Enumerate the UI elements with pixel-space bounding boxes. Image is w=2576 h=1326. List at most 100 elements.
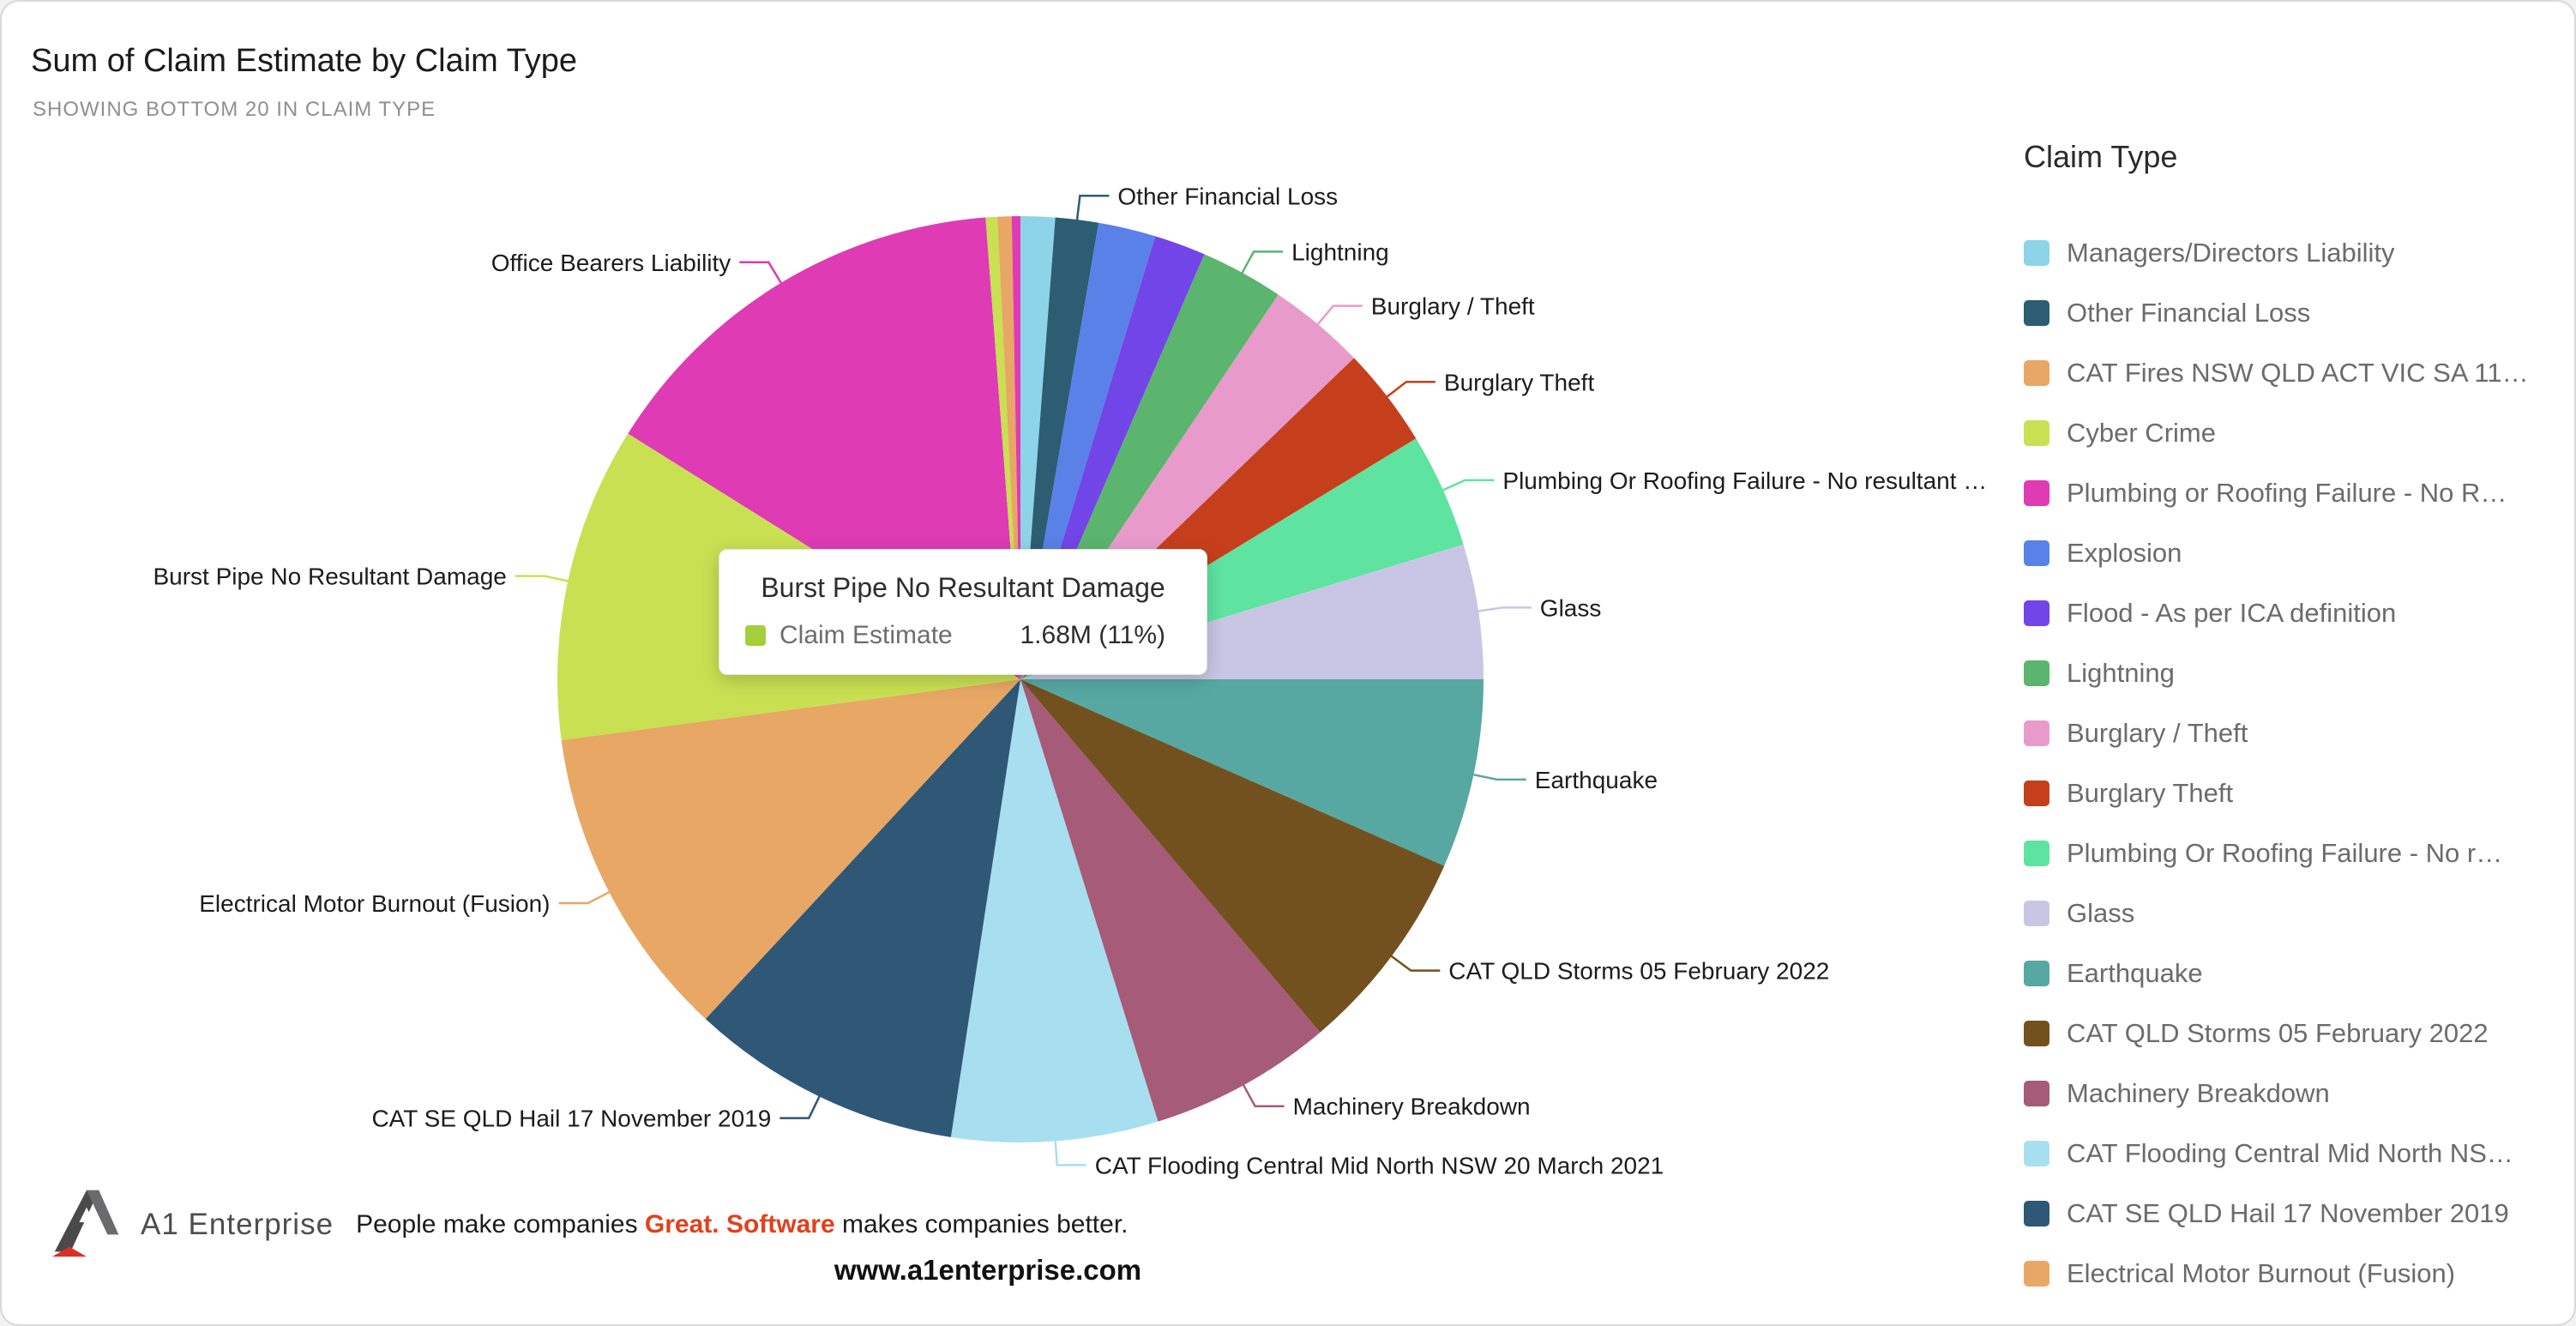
legend-label: Lightning xyxy=(2067,658,2175,688)
legend-item-0[interactable]: Managers/Directors Liability xyxy=(2024,223,2555,283)
legend-item-8[interactable]: Burglary / Theft xyxy=(2024,703,2555,763)
slice-callout-label: CAT QLD Storms 05 February 2022 xyxy=(1448,958,1829,985)
legend-swatch xyxy=(2024,660,2049,686)
tooltip-value: 1.68M (11%) xyxy=(1020,621,1165,649)
slice-callout-line xyxy=(1315,304,1363,327)
chart-title: Sum of Claim Estimate by Claim Type xyxy=(31,43,578,79)
legend-swatch xyxy=(2024,841,2049,866)
legend-label: Plumbing Or Roofing Failure - No r… xyxy=(2067,838,2503,868)
legend-label: Flood - As per ICA definition xyxy=(2067,598,2397,628)
slice-callout-line xyxy=(1472,773,1526,781)
legend-swatch xyxy=(2024,901,2049,926)
slice-callout-label: Lightning xyxy=(1291,238,1389,265)
legend-label: Explosion xyxy=(2067,538,2182,568)
legend: Claim Type Managers/Directors Liability O… xyxy=(2024,139,2555,1304)
legend-item-17[interactable]: Electrical Motor Burnout (Fusion) xyxy=(2024,1244,2555,1304)
legend-item-5[interactable]: Explosion xyxy=(2024,523,2555,583)
slice-callout-label: Burglary / Theft xyxy=(1371,293,1535,320)
legend-item-4[interactable]: Plumbing or Roofing Failure - No R… xyxy=(2024,463,2555,523)
tooltip-series-swatch xyxy=(745,625,766,646)
tooltip: Burst Pipe No Resultant Damage Claim Est… xyxy=(719,549,1207,675)
slice-callout-label: Office Bearers Liability xyxy=(491,250,731,276)
pie-slice-12[interactable] xyxy=(950,679,1159,1143)
slice-callout-line xyxy=(1476,606,1532,613)
legend-swatch xyxy=(2024,540,2049,566)
slice-callout-label: Plumbing Or Roofing Failure - No resulta… xyxy=(1502,467,1987,494)
legend-label: CAT QLD Storms 05 February 2022 xyxy=(2067,1018,2489,1048)
slice-callout-line xyxy=(1075,195,1110,222)
pie-slice-11[interactable] xyxy=(1020,679,1321,1122)
legend-label: Managers/Directors Liability xyxy=(2067,238,2395,268)
slice-callout-line xyxy=(1054,1139,1086,1166)
legend-item-12[interactable]: Earthquake xyxy=(2024,943,2555,1004)
legend-swatch xyxy=(2024,1021,2049,1046)
slice-callout-label: CAT SE QLD Hail 17 November 2019 xyxy=(371,1106,771,1132)
legend-label: CAT Flooding Central Mid North NS… xyxy=(2067,1138,2513,1168)
legend-swatch xyxy=(2024,480,2049,506)
slice-callout-line xyxy=(1389,954,1441,972)
slice-callout-label: Burglary Theft xyxy=(1444,369,1595,395)
legend-swatch xyxy=(2024,1201,2049,1227)
legend-swatch xyxy=(2024,961,2049,986)
slice-callout-line xyxy=(739,261,783,286)
legend-swatch xyxy=(2024,781,2049,806)
slice-callout-line xyxy=(515,575,570,583)
legend-label: Earthquake xyxy=(2067,958,2203,988)
legend-list: Managers/Directors Liability Other Financ… xyxy=(2024,223,2555,1304)
pie-slice-10[interactable] xyxy=(1020,679,1445,1033)
tooltip-title: Burst Pipe No Resultant Damage xyxy=(761,572,1165,603)
footer-tagline-highlight: Great. Software xyxy=(644,1209,835,1239)
legend-item-10[interactable]: Plumbing Or Roofing Failure - No r… xyxy=(2024,823,2555,883)
slice-callout-line xyxy=(779,1094,822,1119)
brand-name: A1 Enterprise xyxy=(141,1207,334,1241)
pie-slice-13[interactable] xyxy=(705,679,1020,1137)
slice-callout-label: Electrical Motor Burnout (Fusion) xyxy=(199,890,550,917)
legend-item-9[interactable]: Burglary Theft xyxy=(2024,763,2555,823)
slice-callout-label: Earthquake xyxy=(1535,767,1658,793)
legend-swatch xyxy=(2024,1081,2049,1106)
legend-swatch xyxy=(2024,720,2049,746)
legend-label: CAT Fires NSW QLD ACT VIC SA 11… xyxy=(2067,358,2529,388)
pie-slice-9[interactable] xyxy=(1020,679,1484,866)
legend-label: Glass xyxy=(2067,898,2135,928)
legend-label: Burglary Theft xyxy=(2067,778,2234,808)
slice-callout-label: Burst Pipe No Resultant Damage xyxy=(153,564,506,590)
legend-item-1[interactable]: Other Financial Loss xyxy=(2024,283,2555,343)
slice-callout-label: Other Financial Loss xyxy=(1117,183,1338,209)
slice-callout-label: Glass xyxy=(1540,594,1602,621)
slice-callout-line xyxy=(558,890,611,905)
legend-item-6[interactable]: Flood - As per ICA definition xyxy=(2024,583,2555,643)
footer: A1 Enterprise People make companies Grea… xyxy=(2,1178,2574,1324)
legend-swatch xyxy=(2024,1261,2049,1287)
legend-item-7[interactable]: Lightning xyxy=(2024,643,2555,703)
slice-callout-line xyxy=(1385,381,1435,399)
slice-callout-line xyxy=(1441,479,1495,492)
slice-callout-label: Machinery Breakdown xyxy=(1293,1094,1531,1120)
slice-callout-line xyxy=(1242,1082,1285,1107)
tooltip-series-label: Claim Estimate xyxy=(779,621,953,649)
legend-item-2[interactable]: CAT Fires NSW QLD ACT VIC SA 11… xyxy=(2024,343,2555,403)
legend-title: Claim Type xyxy=(2024,139,2178,174)
a1-logo-icon xyxy=(50,1185,123,1263)
footer-website: www.a1enterprise.com xyxy=(834,1254,1142,1286)
legend-item-15[interactable]: CAT Flooding Central Mid North NS… xyxy=(2024,1124,2555,1184)
legend-swatch xyxy=(2024,1141,2049,1166)
pie-slice-14[interactable] xyxy=(561,679,1020,1019)
legend-label: Burglary / Theft xyxy=(2067,718,2248,748)
legend-label: Machinery Breakdown xyxy=(2067,1078,2330,1108)
legend-label: Plumbing or Roofing Failure - No R… xyxy=(2067,478,2507,508)
legend-item-3[interactable]: Cyber Crime xyxy=(2024,403,2555,463)
legend-label: Cyber Crime xyxy=(2067,418,2216,448)
legend-swatch xyxy=(2024,360,2049,386)
legend-swatch xyxy=(2024,300,2049,326)
legend-item-11[interactable]: Glass xyxy=(2024,883,2555,943)
slice-callout-label: CAT Flooding Central Mid North NSW 20 Ma… xyxy=(1095,1152,1664,1178)
legend-swatch xyxy=(2024,600,2049,626)
legend-item-16[interactable]: CAT SE QLD Hail 17 November 2019 xyxy=(2024,1184,2555,1244)
slice-callout-line xyxy=(1240,250,1284,275)
legend-swatch xyxy=(2024,420,2049,446)
legend-label: Other Financial Loss xyxy=(2067,298,2311,328)
legend-item-14[interactable]: Machinery Breakdown xyxy=(2024,1064,2555,1124)
legend-item-13[interactable]: CAT QLD Storms 05 February 2022 xyxy=(2024,1004,2555,1064)
